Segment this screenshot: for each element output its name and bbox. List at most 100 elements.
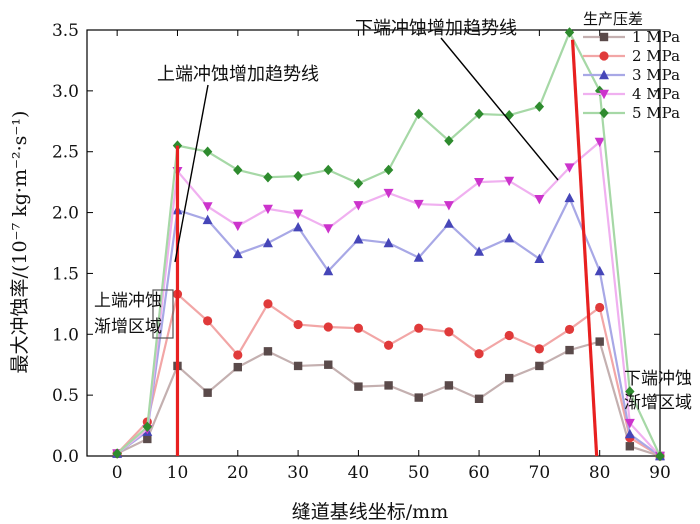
data-point — [444, 135, 454, 146]
data-point — [233, 350, 243, 360]
x-axis-title: 缝道基线坐标/mm — [292, 501, 448, 523]
data-point — [624, 418, 635, 429]
data-point — [203, 316, 213, 326]
legend-label: 1 MPa — [632, 28, 680, 46]
legend-item: 2 MPa — [583, 47, 680, 65]
y-tick-label: 0.0 — [52, 447, 79, 467]
x-tick-label: 10 — [167, 463, 189, 483]
data-point — [293, 170, 303, 182]
data-point — [293, 361, 303, 371]
data-point — [534, 101, 545, 112]
x-tick-label: 20 — [227, 463, 249, 483]
data-point — [595, 302, 605, 313]
lower-trend-pointer — [440, 37, 559, 181]
y-tick-label: 3.0 — [52, 82, 79, 102]
data-point — [202, 202, 213, 212]
lower-trend-label: 下端冲蚀增加趋势线 — [355, 18, 517, 39]
data-point — [323, 164, 333, 176]
lower-trend-line — [570, 39, 599, 457]
upper-trend-pointer — [174, 84, 209, 263]
data-point — [504, 176, 515, 187]
data-point — [293, 209, 304, 219]
data-point — [263, 299, 273, 309]
data-point — [534, 194, 545, 205]
data-point — [565, 345, 574, 355]
data-point — [203, 388, 212, 397]
legend-label: 4 MPa — [632, 85, 680, 103]
data-point — [444, 381, 454, 390]
legend-label: 2 MPa — [632, 47, 680, 65]
x-axis: 0 10 20 30 40 50 60 70 80 90 — [112, 30, 671, 483]
data-point — [534, 253, 545, 264]
y-tick-label: 2.5 — [52, 143, 79, 163]
data-point — [564, 192, 575, 203]
data-point — [474, 108, 484, 120]
x-tick-label: 50 — [408, 463, 430, 483]
data-point — [112, 448, 122, 459]
x-tick-label: 0 — [112, 463, 123, 483]
lower-region-label-line-1: 下端冲蚀 — [624, 369, 692, 389]
data-point — [444, 327, 454, 337]
upper-region-box — [152, 289, 174, 339]
data-point — [625, 442, 635, 451]
data-point — [625, 386, 635, 397]
data-point — [564, 324, 575, 335]
legend-marker — [599, 69, 609, 80]
legend-label: 3 MPa — [632, 66, 680, 84]
legend-item: 5 MPa — [583, 104, 680, 122]
data-point — [262, 237, 273, 248]
data-point — [263, 347, 273, 356]
x-tick-label: 80 — [589, 463, 611, 483]
legend-title: 生产压差 — [583, 10, 643, 28]
data-point — [202, 146, 213, 157]
data-point — [564, 27, 575, 38]
data-point — [233, 164, 243, 176]
data-point — [262, 204, 273, 215]
x-tick-label: 30 — [287, 463, 309, 483]
data-point — [383, 164, 394, 176]
data-point — [504, 110, 514, 121]
data-point — [474, 394, 484, 403]
data-point — [353, 178, 364, 189]
data-point — [353, 323, 364, 333]
data-point — [202, 214, 213, 225]
data-point — [535, 361, 544, 371]
data-point — [353, 234, 364, 244]
y-tick-label: 3.5 — [52, 21, 79, 41]
data-point — [233, 362, 242, 372]
upper-region-label-line-1: 上端冲蚀 — [94, 291, 162, 311]
data-point — [323, 265, 334, 276]
data-point — [293, 319, 303, 330]
data-point — [413, 199, 424, 210]
upper-trend-label: 上端冲蚀增加趋势线 — [157, 64, 319, 85]
data-point — [474, 349, 484, 359]
data-point — [443, 201, 454, 211]
data-point — [232, 248, 243, 259]
data-point — [594, 137, 605, 148]
series-3mpa — [112, 192, 665, 461]
data-point — [263, 172, 273, 183]
data-point — [323, 322, 333, 332]
data-point — [384, 381, 393, 390]
y-tick-label: 1.0 — [52, 325, 79, 345]
data-point — [655, 450, 665, 462]
data-point — [595, 337, 604, 346]
data-point — [474, 246, 485, 256]
data-point — [413, 252, 424, 262]
data-point — [324, 360, 333, 369]
data-point — [323, 224, 334, 234]
plot-border — [86, 29, 661, 457]
upper-region-label-line-2: 渐增区域 — [94, 317, 162, 337]
data-point — [383, 188, 394, 199]
data-point — [504, 330, 514, 341]
series-layer — [112, 27, 665, 462]
data-point — [564, 163, 575, 173]
legend-marker — [599, 107, 609, 119]
data-point — [293, 221, 304, 232]
data-point — [474, 177, 485, 188]
x-tick-label: 60 — [468, 463, 490, 483]
data-point — [504, 232, 515, 243]
legend-label: 5 MPa — [632, 104, 680, 122]
